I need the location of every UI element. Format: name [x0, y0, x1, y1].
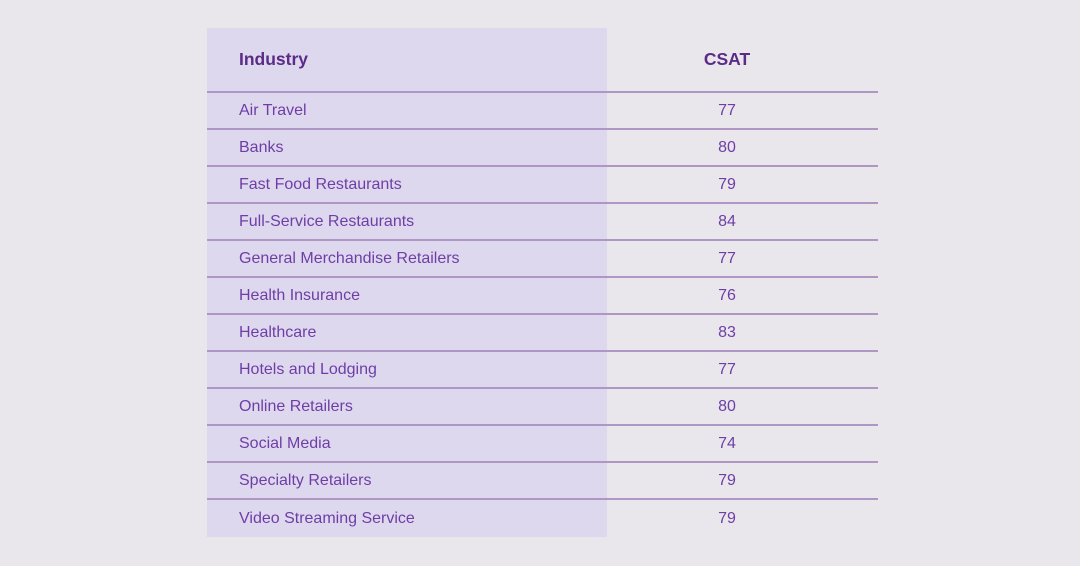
industry-cell: General Merchandise Retailers	[207, 241, 607, 276]
csat-value-cell: 79	[718, 175, 736, 193]
table-body: Air Travel 77 Banks 80 Fast Food Restaurants…	[207, 93, 878, 537]
industry-cell: Fast Food Restaurants	[207, 167, 607, 202]
industry-cell: Video Streaming Service	[207, 500, 607, 537]
table-row: Online Retailers 80	[207, 389, 878, 426]
csat-value-cell: 77	[718, 101, 736, 119]
industry-cell: Air Travel	[207, 93, 607, 128]
table-row: Social Media 74	[207, 426, 878, 463]
table-row: Specialty Retailers 79	[207, 463, 878, 500]
csat-value-cell: 80	[718, 397, 736, 415]
table-row: Full-Service Restaurants 84	[207, 204, 878, 241]
table-row: Hotels and Lodging 77	[207, 352, 878, 389]
industry-cell: Online Retailers	[207, 389, 607, 424]
csat-value-cell: 80	[718, 138, 736, 156]
table-header-row: Industry CSAT	[207, 28, 878, 93]
table-row: General Merchandise Retailers 77	[207, 241, 878, 278]
table-row: Health Insurance 76	[207, 278, 878, 315]
csat-value-cell: 77	[718, 360, 736, 378]
csat-value-cell: 79	[718, 509, 736, 527]
industry-column-header: Industry	[207, 28, 607, 91]
csat-value-cell: 83	[718, 323, 736, 341]
industry-cell: Full-Service Restaurants	[207, 204, 607, 239]
table-row: Air Travel 77	[207, 93, 878, 130]
csat-table: Industry CSAT Air Travel 77 Banks 80 Fast Fo…	[207, 28, 878, 537]
table-row: Healthcare 83	[207, 315, 878, 352]
csat-value-cell: 74	[718, 434, 736, 452]
industry-cell: Banks	[207, 130, 607, 165]
csat-value-cell: 84	[718, 212, 736, 230]
csat-value-cell: 76	[718, 286, 736, 304]
industry-cell: Health Insurance	[207, 278, 607, 313]
csat-value-cell: 79	[718, 471, 736, 489]
csat-column-header: CSAT	[703, 49, 751, 69]
industry-cell: Healthcare	[207, 315, 607, 350]
table-row: Video Streaming Service 79	[207, 500, 878, 537]
table-row: Banks 80	[207, 130, 878, 167]
industry-cell: Hotels and Lodging	[207, 352, 607, 387]
industry-cell: Social Media	[207, 426, 607, 461]
csat-value-cell: 77	[718, 249, 736, 267]
industry-cell: Specialty Retailers	[207, 463, 607, 498]
table-row: Fast Food Restaurants 79	[207, 167, 878, 204]
